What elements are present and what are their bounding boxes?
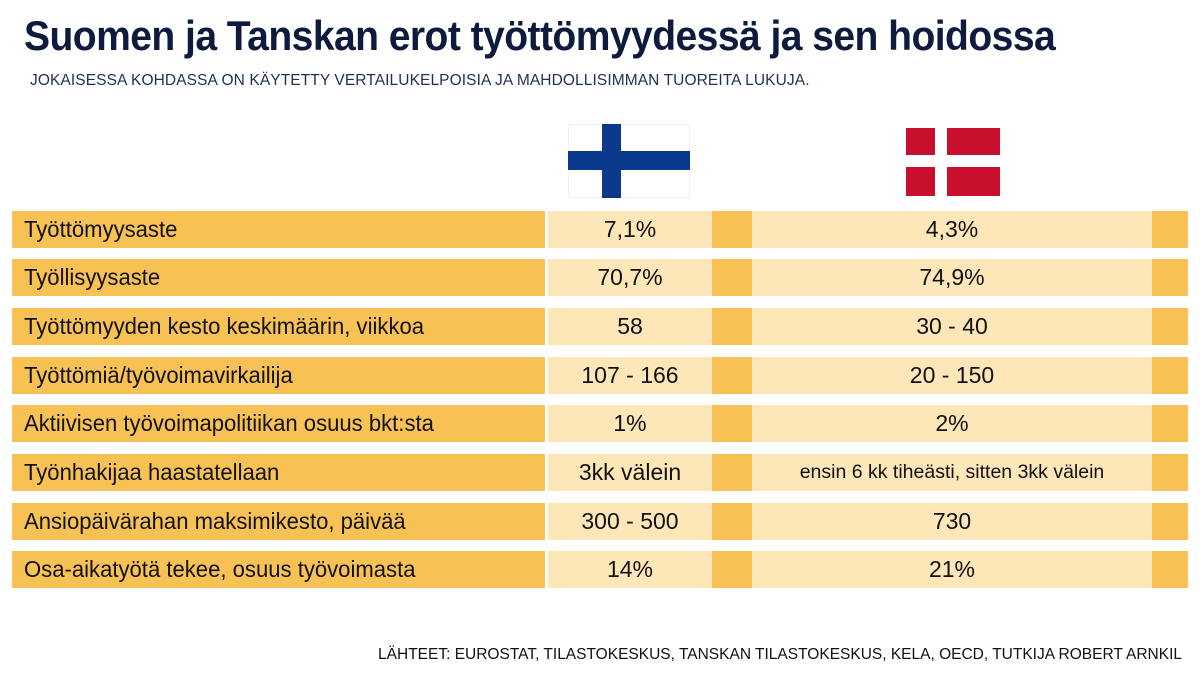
- finland-value: 1%: [548, 405, 712, 442]
- finland-value: 14%: [548, 551, 712, 588]
- row-end-cap: [1152, 211, 1188, 248]
- denmark-flag-icon: [906, 128, 1000, 196]
- row-spacer: [712, 308, 752, 345]
- row-label: Osa-aikatyötä tekee, osuus työvoimasta: [12, 551, 545, 588]
- denmark-value: 2%: [752, 405, 1152, 442]
- finland-value: 107 - 166: [548, 357, 712, 394]
- table-row: Työnhakijaa haastatellaan 3kk välein ens…: [0, 454, 1200, 491]
- table-row: Aktiivisen työvoimapolitiikan osuus bkt:…: [0, 405, 1200, 442]
- denmark-value: 20 - 150: [752, 357, 1152, 394]
- table-row: Työttömyyden kesto keskimäärin, viikkoa …: [0, 308, 1200, 345]
- table-row: Työttömyysaste 7,1% 4,3%: [0, 211, 1200, 248]
- row-spacer: [712, 357, 752, 394]
- row-end-cap: [1152, 357, 1188, 394]
- row-end-cap: [1152, 503, 1188, 540]
- finland-value: 58: [548, 308, 712, 345]
- row-spacer: [712, 503, 752, 540]
- row-spacer: [712, 454, 752, 491]
- denmark-value: 74,9%: [752, 259, 1152, 296]
- row-end-cap: [1152, 405, 1188, 442]
- denmark-value: ensin 6 kk tiheästi, sitten 3kk välein: [752, 454, 1152, 491]
- row-end-cap: [1152, 551, 1188, 588]
- row-spacer: [712, 211, 752, 248]
- row-label: Työttömiä/työvoimavirkailija: [12, 357, 545, 394]
- sources-footer: LÄHTEET: EUROSTAT, TILASTOKESKUS, TANSKA…: [378, 646, 1182, 663]
- row-label: Työnhakijaa haastatellaan: [12, 454, 545, 491]
- denmark-value: 4,3%: [752, 211, 1152, 248]
- page-subtitle: JOKAISESSA KOHDASSA ON KÄYTETTY VERTAILU…: [30, 72, 810, 89]
- finland-value: 300 - 500: [548, 503, 712, 540]
- row-label: Aktiivisen työvoimapolitiikan osuus bkt:…: [12, 405, 545, 442]
- table-row: Työllisyysaste 70,7% 74,9%: [0, 259, 1200, 296]
- finland-value: 3kk välein: [548, 454, 712, 491]
- denmark-value: 21%: [752, 551, 1152, 588]
- denmark-value: 30 - 40: [752, 308, 1152, 345]
- page-title: Suomen ja Tanskan erot työttömyydessä ja…: [24, 12, 1056, 59]
- finland-value: 70,7%: [548, 259, 712, 296]
- finland-value: 7,1%: [548, 211, 712, 248]
- finland-flag-icon: [568, 124, 690, 198]
- row-end-cap: [1152, 308, 1188, 345]
- row-spacer: [712, 405, 752, 442]
- table-row: Työttömiä/työvoimavirkailija 107 - 166 2…: [0, 357, 1200, 394]
- denmark-value: 730: [752, 503, 1152, 540]
- row-label: Työttömyysaste: [12, 211, 545, 248]
- row-end-cap: [1152, 454, 1188, 491]
- table-row: Osa-aikatyötä tekee, osuus työvoimasta 1…: [0, 551, 1200, 588]
- row-label: Ansiopäivärahan maksimikesto, päivää: [12, 503, 545, 540]
- row-label: Työllisyysaste: [12, 259, 545, 296]
- row-spacer: [712, 259, 752, 296]
- row-end-cap: [1152, 259, 1188, 296]
- table-row: Ansiopäivärahan maksimikesto, päivää 300…: [0, 503, 1200, 540]
- row-spacer: [712, 551, 752, 588]
- row-label: Työttömyyden kesto keskimäärin, viikkoa: [12, 308, 545, 345]
